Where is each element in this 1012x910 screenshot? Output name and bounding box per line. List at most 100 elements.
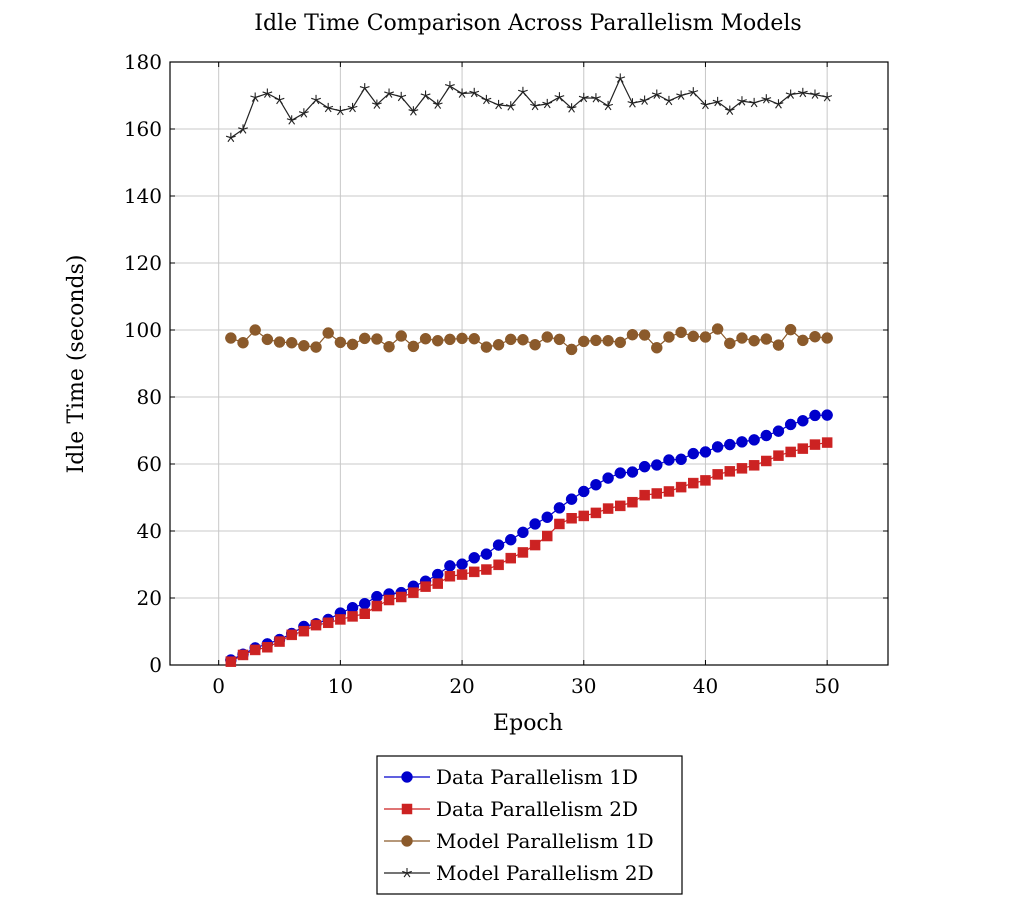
star-arm [388, 91, 394, 95]
star-arm [615, 76, 621, 79]
star-arm [303, 111, 309, 114]
star-arm [765, 98, 770, 104]
star-arm [595, 96, 601, 99]
legend-label: Model Parallelism 1D [436, 829, 654, 853]
star-arm [437, 104, 442, 109]
star-arm [753, 100, 760, 104]
data-point-model-parallelism-1d [821, 332, 833, 344]
star-arm [620, 76, 626, 79]
y-axis-label: Idle Time (seconds) [64, 255, 89, 474]
x-tick-label: 30 [571, 674, 596, 698]
data-point-data-parallelism-1d [444, 560, 456, 572]
data-point-data-parallelism-2d [809, 439, 821, 450]
star-arm [616, 78, 621, 83]
star-arm [250, 95, 256, 99]
data-point-data-parallelism-1d [517, 526, 529, 539]
star-arm [315, 97, 321, 101]
star-arm [741, 99, 747, 102]
star-arm [251, 97, 256, 102]
star-arm [726, 110, 731, 115]
data-point-model-parallelism-1d [371, 333, 383, 345]
data-point-model-parallelism-2d [432, 99, 443, 109]
star-arm [267, 91, 273, 95]
x-tick-label: 10 [328, 674, 353, 698]
star-arm [324, 107, 329, 113]
data-point-data-parallelism-2d [724, 466, 736, 477]
data-point-model-parallelism-1d [383, 341, 395, 353]
star-arm [517, 89, 524, 93]
star-arm [558, 96, 563, 102]
star-arm [651, 92, 657, 96]
data-point-data-parallelism-1d [784, 418, 797, 431]
star-arm [556, 96, 560, 102]
star-arm [522, 89, 528, 93]
star-arm [437, 102, 443, 106]
data-point-model-parallelism-2d [420, 90, 431, 100]
star-arm [507, 105, 512, 111]
y-tick-label: 120 [124, 251, 162, 275]
star-arm [761, 97, 767, 100]
data-point-data-parallelism-1d [821, 409, 833, 421]
plot-frame [169, 61, 889, 666]
star-arm [352, 105, 358, 109]
data-point-data-parallelism-2d [821, 437, 833, 448]
star-arm [359, 86, 365, 89]
star-arm [446, 85, 451, 91]
data-point-data-parallelism-2d [627, 496, 638, 508]
star-arm [485, 99, 490, 105]
star-arm [724, 108, 730, 112]
data-point-model-parallelism-1d [541, 331, 554, 343]
star-arm [591, 96, 597, 99]
star-arm [432, 102, 438, 106]
y-tick-label: 160 [124, 117, 162, 141]
star-arm [286, 118, 292, 121]
series-model-parallelism-1d [225, 323, 833, 356]
legend-item-model-parallelism-1d: Model Parallelism 1D [384, 829, 654, 853]
star-arm [773, 102, 779, 105]
star-arm [641, 100, 646, 105]
data-point-data-parallelism-2d [639, 489, 650, 501]
data-point-model-parallelism-2d [493, 99, 504, 110]
star-arm [802, 90, 808, 94]
data-point-model-parallelism-1d [675, 326, 687, 339]
star-arm [408, 109, 414, 112]
data-point-data-parallelism-2d [347, 611, 358, 622]
star-arm [566, 106, 572, 109]
data-point-data-parallelism-1d [651, 459, 663, 471]
data-point-data-parallelism-1d [565, 493, 578, 505]
star-arm [775, 103, 779, 109]
star-arm [266, 93, 271, 98]
data-point-data-parallelism-2d [371, 600, 383, 612]
star-arm [276, 99, 280, 105]
star-arm [656, 92, 662, 96]
star-arm [402, 870, 408, 874]
star-arm [693, 90, 699, 93]
data-point-model-parallelism-2d [238, 124, 248, 134]
star-arm [323, 105, 329, 109]
star-arm [510, 104, 516, 107]
star-arm [255, 95, 261, 99]
data-point-data-parallelism-2d [773, 450, 784, 461]
star-arm [753, 102, 758, 108]
series-data-parallelism-2d [225, 437, 833, 667]
star-arm [449, 85, 454, 91]
legend-label: Model Parallelism 2D [436, 861, 654, 885]
star-arm [406, 870, 412, 874]
star-arm [227, 137, 232, 143]
data-point-model-parallelism-2d [627, 98, 638, 108]
star-arm [274, 97, 280, 101]
legend-marker [402, 868, 412, 878]
data-point-data-parallelism-2d [408, 587, 419, 598]
data-point-data-parallelism-1d [797, 415, 809, 427]
data-point-data-parallelism-1d [626, 466, 639, 478]
data-point-data-parallelism-1d [480, 548, 493, 560]
y-tick-label: 80 [137, 385, 162, 409]
y-tick-label: 60 [137, 452, 162, 476]
star-arm [631, 102, 636, 108]
star-arm [493, 102, 499, 106]
data-point-model-parallelism-1d [334, 336, 347, 349]
star-arm [483, 99, 487, 105]
data-point-data-parallelism-2d [602, 503, 614, 514]
star-arm [680, 95, 685, 100]
star-arm [688, 90, 694, 93]
